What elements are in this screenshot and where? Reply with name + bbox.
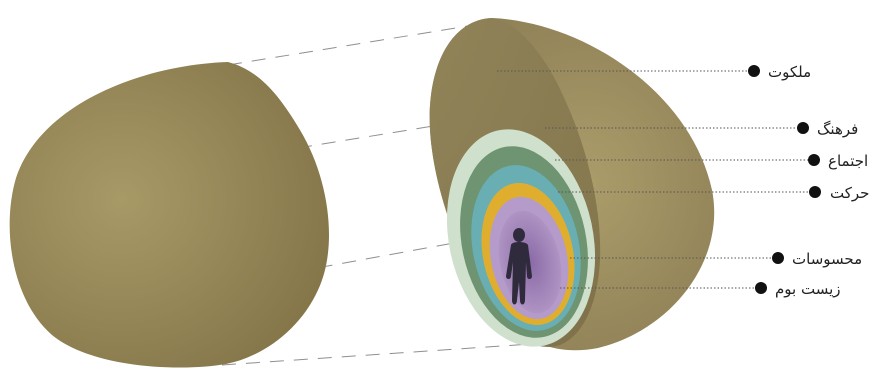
label-farhang: فرهنگ (817, 120, 858, 138)
label-mahsusat: محسوسات (792, 250, 862, 268)
leader-lines (497, 70, 810, 289)
bullet-dot-icon (755, 282, 767, 294)
bullet-dot-icon (809, 186, 821, 198)
outer-shell-left (9, 62, 330, 368)
bullet-dot-icon (748, 65, 760, 77)
label-zistboom: زیست بوم (775, 280, 841, 298)
bullet-dot-icon (808, 154, 820, 166)
label-malakut: ملکوت (768, 63, 811, 81)
label-ejtema: اجتماع (828, 152, 868, 170)
bullet-dot-icon (772, 252, 784, 264)
dashed-line (221, 341, 561, 366)
bullets (748, 65, 821, 294)
human-silhouette-icon (506, 228, 532, 305)
label-harekat: حرکت (830, 184, 869, 202)
labels: ملکوت فرهنگ اجتماع حرکت محسوسات زیست بوم (768, 63, 869, 298)
bullet-dot-icon (797, 122, 809, 134)
